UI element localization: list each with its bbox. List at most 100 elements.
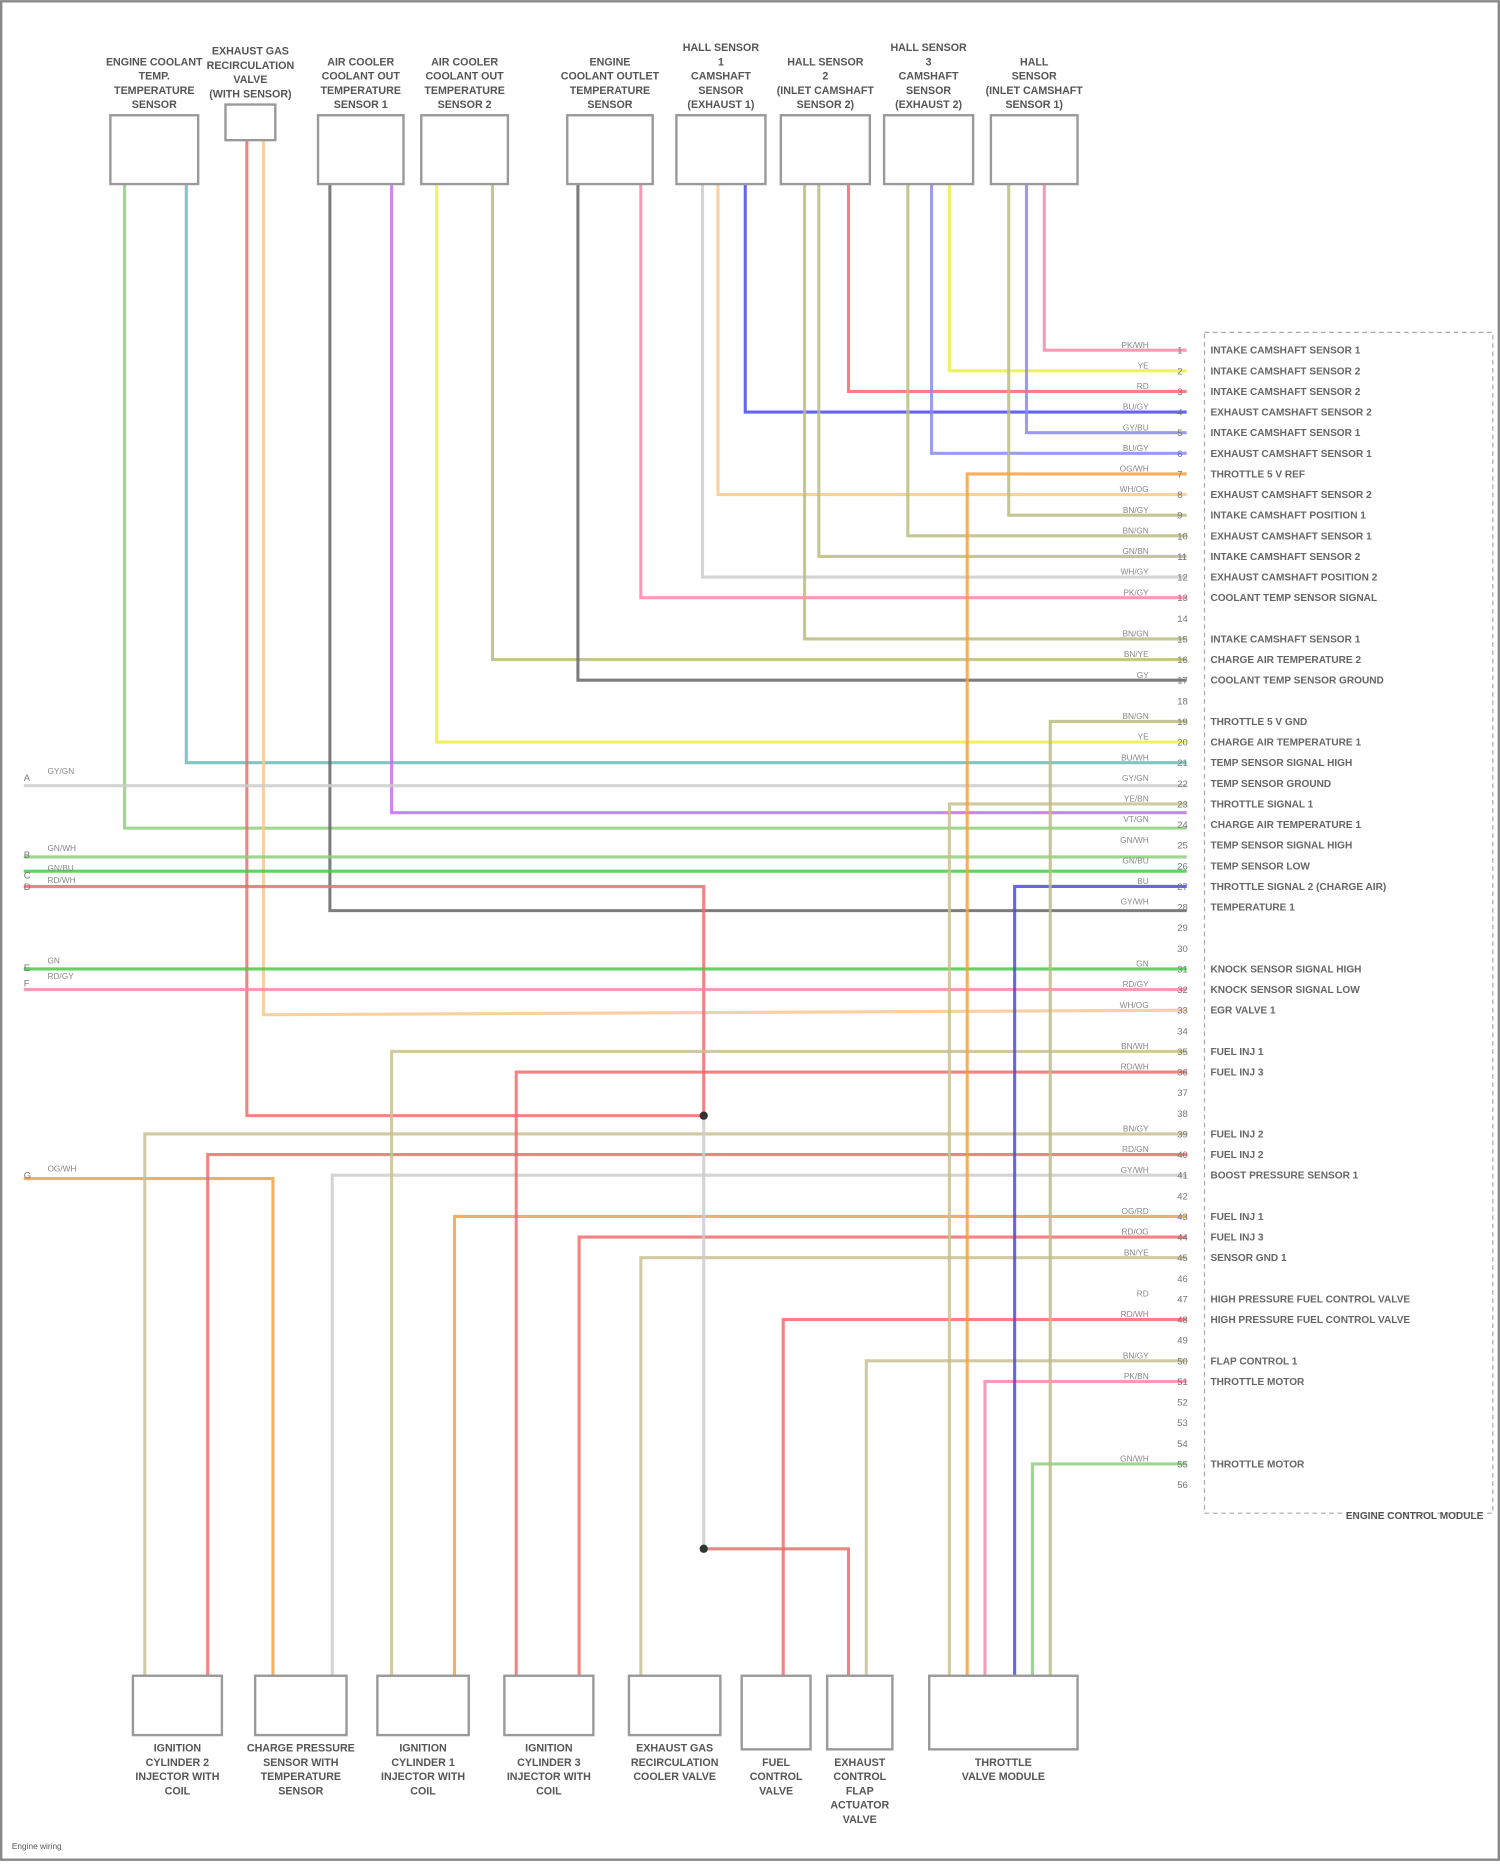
pin-number: 55 <box>1177 1460 1188 1471</box>
pin-number: 9 <box>1177 511 1182 522</box>
component-hall3: HALL SENSOR 3 CAMSHAFT SENSOR (EXHAUST 2) <box>882 42 975 186</box>
pin-number: 47 <box>1177 1295 1188 1306</box>
wire-tan <box>143 1132 1187 1676</box>
component-label: HALL SENSOR <box>787 56 864 68</box>
component-label: ENGINE COOLANT <box>106 56 203 68</box>
wire-code: PK/GY <box>1123 587 1149 597</box>
pin-number: 41 <box>1177 1171 1188 1182</box>
wire-red <box>846 184 1187 393</box>
component-fcv: FUEL CONTROL VALVE <box>740 1674 812 1797</box>
left-signal-marker: A <box>24 773 31 784</box>
component-inj2: IGNITION CYLINDER 2 INJECTOR WITH COIL <box>131 1674 224 1797</box>
component-label: INJECTOR WITH <box>381 1771 465 1783</box>
component-label: SENSOR <box>698 85 743 97</box>
pin-number: 50 <box>1177 1356 1188 1367</box>
left-signal-marker: F <box>24 978 30 989</box>
ecm-pin-label: THROTTLE 5 V GND <box>1210 717 1307 728</box>
component-label: SENSOR 1 <box>334 99 388 111</box>
pin-number: 38 <box>1177 1109 1188 1120</box>
ecm-pin-label: FUEL INJ 2 <box>1210 1150 1263 1161</box>
component-label: CHARGE PRESSURE <box>247 1743 355 1755</box>
ecm-pin-label: CHARGE AIR TEMPERATURE 2 <box>1210 655 1361 666</box>
wire-code: WH/OG <box>1120 1000 1149 1010</box>
component-egrc: EXHAUST GAS RECIRCULATION COOLER VALVE <box>627 1674 722 1783</box>
component-tvm: THROTTLE VALVE MODULE <box>928 1674 1079 1783</box>
wire-green <box>1030 1462 1187 1676</box>
ecm-pin-label: TEMP SENSOR LOW <box>1210 861 1310 872</box>
wire-code: BN/YE <box>1124 649 1149 659</box>
left-signal-marker: G <box>24 1171 31 1182</box>
pin-number: 31 <box>1177 965 1188 976</box>
components: ENGINE COOLANT TEMP. TEMPERATURE SENSOR EXHA… <box>24 42 1084 1826</box>
pin-number: 20 <box>1177 738 1188 749</box>
component-label: COIL <box>165 1785 191 1797</box>
wire-code: WH/GY <box>1121 567 1150 577</box>
component-label: ENGINE <box>590 56 631 68</box>
wire-code: RD <box>1137 381 1149 391</box>
wire-orange <box>452 1214 1187 1676</box>
pin-number: 52 <box>1177 1398 1188 1409</box>
component-label: CONTROL <box>833 1771 886 1783</box>
component-label: TEMPERATURE <box>570 85 650 97</box>
wire-code: BN/GN <box>1122 525 1148 535</box>
component-iat2: AIR COOLER COOLANT OUT TEMPERATURE SENSOR 2 <box>420 56 510 186</box>
wire-red <box>245 140 704 1118</box>
component-label: INJECTOR WITH <box>135 1771 219 1783</box>
ecm-pin-label: EXHAUST CAMSHAFT SENSOR 2 <box>1210 490 1372 501</box>
component-label: TEMPERATURE <box>424 85 504 97</box>
ecm-pin-label: COOLANT TEMP SENSOR SIGNAL <box>1210 593 1377 604</box>
wire-code: BU/GY <box>1123 402 1149 412</box>
wire-pink <box>639 184 1187 600</box>
pin-number: 6 <box>1177 449 1182 460</box>
left-signal-code: GN/BU <box>47 863 73 873</box>
pin-number: 45 <box>1177 1253 1188 1264</box>
ecm-pin-label: INTAKE CAMSHAFT SENSOR 2 <box>1210 552 1360 563</box>
wire-code: BN/GY <box>1123 1124 1149 1134</box>
ecm-pin-label: EXHAUST CAMSHAFT SENSOR 1 <box>1210 449 1372 460</box>
ecm-pins: 1234567891011121314151617181920212223242… <box>1120 340 1411 1491</box>
component-fps: CHARGE PRESSURE SENSOR WITH TEMPERATURE SEN… <box>247 1674 355 1797</box>
pin-number: 36 <box>1177 1068 1188 1079</box>
ecm-pin-label: CHARGE AIR TEMPERATURE 1 <box>1210 738 1361 749</box>
component-label: ACTUATOR <box>830 1800 889 1812</box>
component-label: TEMPERATURE <box>261 1771 341 1783</box>
component-label: CAMSHAFT <box>691 71 751 83</box>
ecm-pin-label: INTAKE CAMSHAFT SENSOR 2 <box>1210 387 1360 398</box>
ecm-pin-label: EXHAUST CAMSHAFT POSITION 2 <box>1210 573 1377 584</box>
wire-olive <box>1007 184 1187 517</box>
wire-code: WH/OG <box>1120 484 1149 494</box>
left-signal-code: GY/GN <box>47 766 74 776</box>
ecm-pin-label: INTAKE CAMSHAFT SENSOR 1 <box>1210 635 1360 646</box>
wire-lightgray <box>330 1173 1187 1676</box>
component-label: IGNITION <box>154 1743 201 1755</box>
component-label: EXHAUST <box>834 1757 885 1769</box>
component-label: EXHAUST GAS <box>212 46 289 58</box>
wire-code: GY/WH <box>1121 1165 1149 1175</box>
wire-red <box>206 1153 1187 1676</box>
component-ect: ENGINE COOLANT TEMP. TEMPERATURE SENSOR <box>106 56 203 186</box>
pin-number: 44 <box>1177 1233 1188 1244</box>
ecm-pin-label: THROTTLE MOTOR <box>1210 1377 1305 1388</box>
component-egr: EXHAUST GAS RECIRCULATION VALVE (WITH SENSO… <box>207 46 294 142</box>
component-hall2: HALL SENSOR 2 (INLET CAMSHAFT SENSOR 2) <box>777 56 874 186</box>
component-label: FUEL <box>762 1757 790 1769</box>
wire-olive <box>803 184 1187 641</box>
component-label: VALVE MODULE <box>962 1771 1045 1783</box>
ecm-pin-label: KNOCK SENSOR SIGNAL LOW <box>1210 985 1360 996</box>
wire-code: GN/BN <box>1122 546 1148 556</box>
wire-code: GY/BU <box>1123 422 1149 432</box>
component-label: SENSOR <box>906 85 951 97</box>
wire-code: RD/WH <box>1121 1062 1149 1072</box>
ecm-pin-label: BOOST PRESSURE SENSOR 1 <box>1210 1171 1358 1182</box>
ecm-pin-label: HIGH PRESSURE FUEL CONTROL VALVE <box>1210 1315 1410 1326</box>
component-label: VALVE <box>759 1785 793 1797</box>
wire-lightgray <box>700 184 1187 579</box>
wire-teal <box>184 184 1187 765</box>
component-label: COOLER VALVE <box>633 1771 716 1783</box>
ecm-title: ENGINE CONTROL MODULE <box>1346 1511 1484 1522</box>
pin-number: 33 <box>1177 1006 1188 1017</box>
wire-code: OG/WH <box>1120 464 1149 474</box>
component-label: CONTROL <box>750 1771 803 1783</box>
wire-tan <box>947 802 1187 1676</box>
component-label: SENSOR <box>587 99 632 111</box>
